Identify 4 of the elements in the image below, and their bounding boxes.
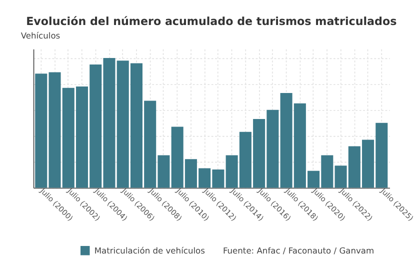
source-note: Fuente: Anfac / Faconauto / Ganvam: [222, 245, 374, 256]
y-axis-title: Vehículos: [20, 30, 60, 40]
chart-title: Evolución del número acumulado de turismos matriculados: [26, 14, 398, 28]
legend-label: Matriculación de vehículos: [94, 245, 205, 256]
